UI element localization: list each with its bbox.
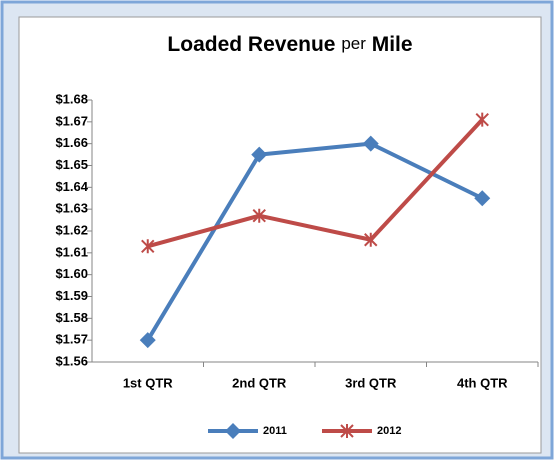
title-part: per: [341, 34, 366, 53]
y-tick-label: $1.57: [55, 332, 88, 347]
marker: [225, 423, 241, 439]
marker: [474, 190, 491, 207]
series-line: [147, 118, 484, 249]
y-tick-label: $1.65: [55, 157, 88, 172]
marker: [251, 146, 268, 163]
series-line: [146, 141, 484, 342]
marker: [364, 232, 378, 247]
marker: [139, 332, 156, 349]
y-tick-label: $1.59: [55, 288, 88, 303]
title-part: Loaded Revenue: [167, 33, 335, 56]
x-tick-label: 1st QTR: [123, 375, 173, 390]
y-tick-label: $1.67: [55, 113, 88, 128]
y-tick-label: $1.66: [55, 135, 88, 150]
y-tick-label: $1.61: [55, 244, 88, 259]
y-tick-label: $1.68: [55, 91, 88, 106]
marker: [252, 208, 266, 223]
y-tick-label: $1.56: [55, 353, 88, 368]
marker: [141, 239, 155, 254]
x-tick-label: 3rd QTR: [345, 375, 397, 390]
legend-label: 2012: [377, 425, 401, 437]
title-part: Mile: [372, 33, 413, 56]
y-tick-label: $1.62: [55, 222, 88, 237]
marker: [362, 135, 379, 152]
x-tick-label: 4th QTR: [457, 375, 508, 390]
chart-title: Loaded Revenue per Mile: [167, 33, 412, 56]
chart-panel: [18, 16, 542, 454]
marker: [340, 424, 354, 438]
y-tick-label: $1.58: [55, 310, 88, 325]
marker: [475, 112, 489, 127]
y-tick-label: $1.63: [55, 201, 88, 216]
x-tick-label: 2nd QTR: [232, 375, 287, 390]
y-tick-label: $1.60: [55, 266, 88, 281]
legend-label: 2011: [263, 425, 287, 437]
y-tick-label: $1.64: [55, 179, 88, 194]
